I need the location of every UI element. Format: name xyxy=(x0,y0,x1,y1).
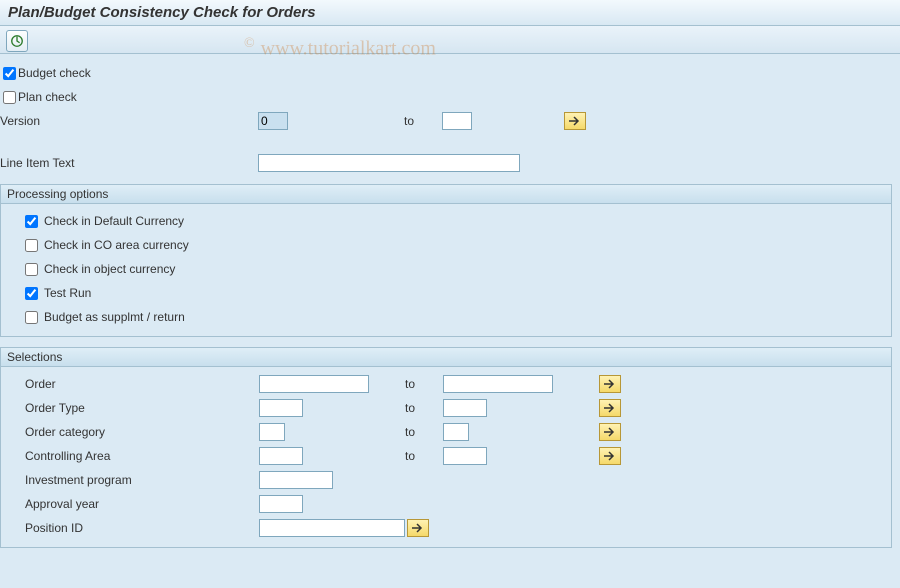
order-type-to-label: to xyxy=(397,401,443,415)
position-id-input[interactable] xyxy=(259,519,405,537)
order-category-to-input[interactable] xyxy=(443,423,469,441)
execute-icon xyxy=(10,34,24,48)
execute-button[interactable] xyxy=(6,30,28,52)
selections-header: Selections xyxy=(0,347,892,367)
line-item-text-input[interactable] xyxy=(258,154,520,172)
order-category-multi-button[interactable] xyxy=(599,423,621,441)
order-type-to-input[interactable] xyxy=(443,399,487,417)
order-to-label: to xyxy=(397,377,443,391)
plan-check-label: Plan check xyxy=(18,90,77,104)
budget-check-checkbox[interactable] xyxy=(3,67,16,80)
approval-year-row: Approval year xyxy=(25,493,887,515)
order-label: Order xyxy=(25,377,259,391)
order-category-label: Order category xyxy=(25,425,259,439)
budget-check-row: Budget check xyxy=(0,62,892,84)
investment-program-input[interactable] xyxy=(259,471,333,489)
check-object-currency-checkbox[interactable] xyxy=(25,263,38,276)
approval-year-label: Approval year xyxy=(25,497,259,511)
order-category-to-label: to xyxy=(397,425,443,439)
order-row: Order to xyxy=(25,373,887,395)
investment-program-label: Investment program xyxy=(25,473,259,487)
check-default-currency-label: Check in Default Currency xyxy=(44,214,184,228)
test-run-label: Test Run xyxy=(44,286,91,300)
arrow-right-icon xyxy=(568,115,582,127)
version-to-input[interactable] xyxy=(442,112,472,130)
budget-check-label: Budget check xyxy=(18,66,91,80)
position-id-row: Position ID xyxy=(25,517,887,539)
version-to-label: to xyxy=(396,114,442,128)
controlling-area-row: Controlling Area to xyxy=(25,445,887,467)
check-object-currency-label: Check in object currency xyxy=(44,262,175,276)
check-co-area-currency-label: Check in CO area currency xyxy=(44,238,189,252)
arrow-right-icon xyxy=(603,426,617,438)
order-from-input[interactable] xyxy=(259,375,369,393)
order-type-label: Order Type xyxy=(25,401,259,415)
processing-header: Processing options xyxy=(0,184,892,204)
position-id-label: Position ID xyxy=(25,521,259,535)
budget-supplmt-checkbox[interactable] xyxy=(25,311,38,324)
controlling-area-to-input[interactable] xyxy=(443,447,487,465)
arrow-right-icon xyxy=(411,522,425,534)
order-type-from-input[interactable] xyxy=(259,399,303,417)
version-row: Version to xyxy=(0,110,892,132)
controlling-area-multi-button[interactable] xyxy=(599,447,621,465)
content-area: Budget check Plan check Version to Line … xyxy=(0,54,900,548)
version-label: Version xyxy=(0,114,258,128)
order-category-row: Order category to xyxy=(25,421,887,443)
order-type-multi-button[interactable] xyxy=(599,399,621,417)
line-item-text-row: Line Item Text xyxy=(0,152,892,174)
plan-check-row: Plan check xyxy=(0,86,892,108)
approval-year-input[interactable] xyxy=(259,495,303,513)
controlling-area-to-label: to xyxy=(397,449,443,463)
arrow-right-icon xyxy=(603,378,617,390)
order-type-row: Order Type to xyxy=(25,397,887,419)
controlling-area-from-input[interactable] xyxy=(259,447,303,465)
check-co-area-currency-checkbox[interactable] xyxy=(25,239,38,252)
investment-program-row: Investment program xyxy=(25,469,887,491)
version-multi-button[interactable] xyxy=(564,112,586,130)
selections-group: Selections Order to Order Type to xyxy=(0,347,892,548)
test-run-checkbox[interactable] xyxy=(25,287,38,300)
order-category-from-input[interactable] xyxy=(259,423,285,441)
arrow-right-icon xyxy=(603,450,617,462)
position-id-multi-button[interactable] xyxy=(407,519,429,537)
plan-check-checkbox[interactable] xyxy=(3,91,16,104)
budget-supplmt-label: Budget as supplmt / return xyxy=(44,310,185,324)
processing-group: Processing options Check in Default Curr… xyxy=(0,184,892,337)
controlling-area-label: Controlling Area xyxy=(25,449,259,463)
page-title: Plan/Budget Consistency Check for Orders xyxy=(0,0,900,26)
toolbar xyxy=(0,26,900,54)
version-from-input[interactable] xyxy=(258,112,288,130)
check-default-currency-checkbox[interactable] xyxy=(25,215,38,228)
arrow-right-icon xyxy=(603,402,617,414)
line-item-text-label: Line Item Text xyxy=(0,156,258,170)
order-multi-button[interactable] xyxy=(599,375,621,393)
order-to-input[interactable] xyxy=(443,375,553,393)
